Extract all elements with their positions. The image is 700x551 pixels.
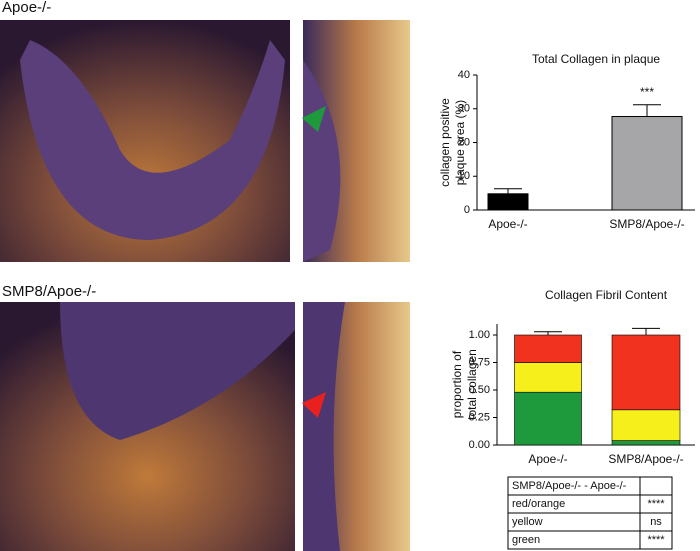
- red-arrowhead: [302, 392, 326, 418]
- y-tick-label: 20: [458, 136, 470, 148]
- lumen: [20, 40, 285, 240]
- chart-title: Total Collagen in plaque: [532, 52, 660, 66]
- significance: ***: [640, 85, 654, 99]
- y-axis-label: plaque area (%): [453, 100, 467, 185]
- y-axis-label: total collagen: [465, 349, 479, 420]
- bar-segment: [514, 334, 582, 363]
- x-tick-label: Apoe-/-: [488, 217, 527, 231]
- lumen: [303, 302, 345, 551]
- x-tick-label: SMP8/Apoe-/-: [608, 452, 683, 466]
- y-tick-label: 0.75: [469, 356, 490, 368]
- micrographs: [0, 20, 410, 551]
- table-cell: red/orange: [512, 498, 565, 510]
- table-cell: ns: [650, 516, 662, 528]
- green-arrowhead: [302, 106, 326, 132]
- y-tick-label: 10: [458, 170, 470, 182]
- table-cell: green: [512, 534, 540, 546]
- bar-segment: [611, 409, 681, 441]
- lumen: [60, 302, 295, 440]
- bar-segment: [611, 334, 681, 411]
- bar-segment: [514, 391, 582, 446]
- y-tick-label: 0: [464, 204, 470, 216]
- bar-segment: [611, 440, 681, 446]
- table-header: SMP8/Apoe-/- - Apoe-/-: [512, 480, 627, 492]
- table-cell: ****: [647, 498, 665, 510]
- y-tick-label: 30: [458, 103, 470, 115]
- chart-title: Collagen Fibril Content: [545, 288, 668, 302]
- panel-label: Apoe-/-: [2, 0, 51, 16]
- y-tick-label: 0.50: [469, 384, 490, 396]
- y-tick-label: 0.00: [469, 439, 490, 451]
- bar-segment: [514, 362, 582, 393]
- x-tick-label: Apoe-/-: [528, 452, 567, 466]
- panel-label: SMP8/Apoe-/-: [2, 283, 96, 300]
- y-tick-label: 1.00: [469, 329, 490, 341]
- y-axis-label: proportion of: [450, 350, 464, 418]
- bar: [487, 193, 529, 211]
- bar: [611, 116, 683, 211]
- y-tick-label: 0.25: [469, 411, 490, 423]
- table-cell: yellow: [512, 516, 543, 528]
- x-tick-label: SMP8/Apoe-/-: [609, 217, 684, 231]
- y-tick-label: 40: [458, 69, 470, 81]
- table-cell: ****: [647, 534, 665, 546]
- y-axis-label: collagen positive: [438, 98, 452, 187]
- lumen: [303, 60, 341, 262]
